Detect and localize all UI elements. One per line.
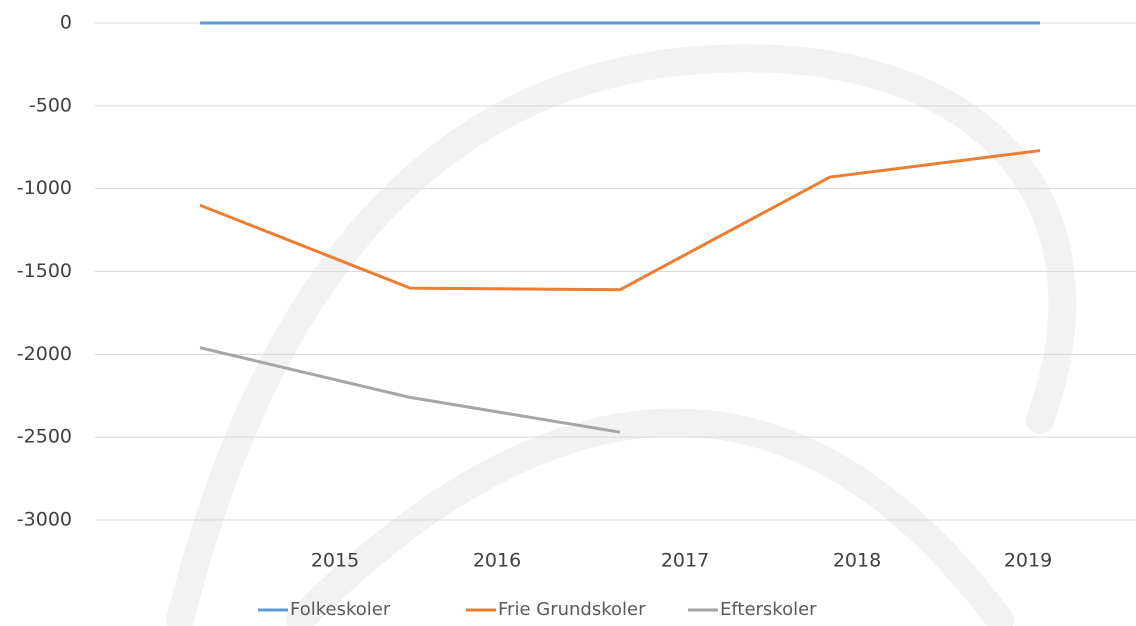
series-line [199,149,1041,292]
watermark-stroke [286,408,1014,626]
y-tick-label: -1500 [17,260,72,282]
x-tick-label: 2018 [833,550,881,572]
watermark [166,44,1077,626]
legend-label: Folkeskoler [290,599,391,620]
x-tick-label: 2016 [473,550,521,572]
y-tick-label: -2500 [17,426,72,448]
x-tick-label: 2017 [661,550,709,572]
series-line [199,346,621,434]
y-tick-label: 0 [60,12,72,34]
y-tick-label: -1000 [17,177,72,199]
y-tick-label: -500 [29,94,72,116]
legend-label: Frie Grundskoler [498,599,646,620]
y-tick-label: -3000 [17,509,72,531]
legend-label: Efterskoler [720,599,817,620]
y-tick-label: -2000 [17,343,72,365]
watermark-stroke [166,44,1077,626]
x-tick-label: 2015 [311,550,359,572]
x-tick-label: 2019 [1004,550,1052,572]
